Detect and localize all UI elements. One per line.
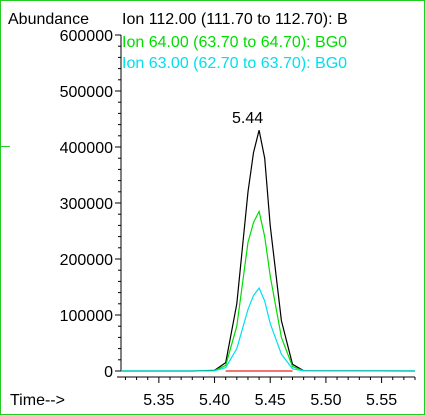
series-line-2 (121, 209, 416, 372)
x-tick-label: 5.45 (255, 392, 286, 409)
y-tick-label: 200000 (60, 252, 113, 269)
series-line-3 (121, 286, 416, 372)
y-tick-label: 500000 (60, 84, 113, 101)
y-tick-label: 100000 (60, 308, 113, 325)
legend-entry-3: Ion 63.00 (62.70 to 63.70): BG0 (122, 55, 347, 72)
y-tick-label: 300000 (60, 196, 113, 213)
x-axis-label: Time--> (10, 392, 65, 409)
x-tick-label: 5.35 (143, 392, 174, 409)
y-axis-label: Abundance (8, 11, 89, 28)
series-line-1 (121, 130, 416, 372)
x-tick-label: 5.50 (310, 392, 341, 409)
legend-entry-2: Ion 64.00 (63.70 to 64.70): BG0 (122, 34, 347, 51)
legend-entry-1: Ion 112.00 (111.70 to 112.70): B (122, 11, 348, 28)
peak-label: 5.44 (232, 110, 263, 127)
x-tick-label: 5.40 (199, 392, 230, 409)
x-tick-label: 5.55 (366, 392, 397, 409)
y-tick-label: 0 (104, 364, 113, 381)
y-tick-label: 600000 (60, 28, 113, 45)
frame-edge-tick (0, 146, 10, 147)
y-tick-label: 400000 (60, 140, 113, 157)
